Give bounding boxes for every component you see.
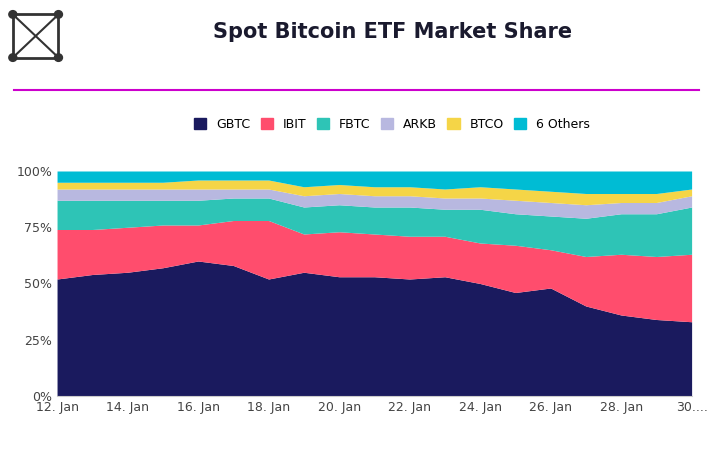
- Circle shape: [54, 11, 63, 18]
- Circle shape: [9, 11, 17, 18]
- Circle shape: [54, 54, 63, 61]
- Legend: GBTC, IBIT, FBTC, ARKB, BTCO, 6 Others: GBTC, IBIT, FBTC, ARKB, BTCO, 6 Others: [190, 114, 594, 135]
- Circle shape: [9, 54, 17, 61]
- Text: Spot Bitcoin ETF Market Share: Spot Bitcoin ETF Market Share: [212, 22, 572, 42]
